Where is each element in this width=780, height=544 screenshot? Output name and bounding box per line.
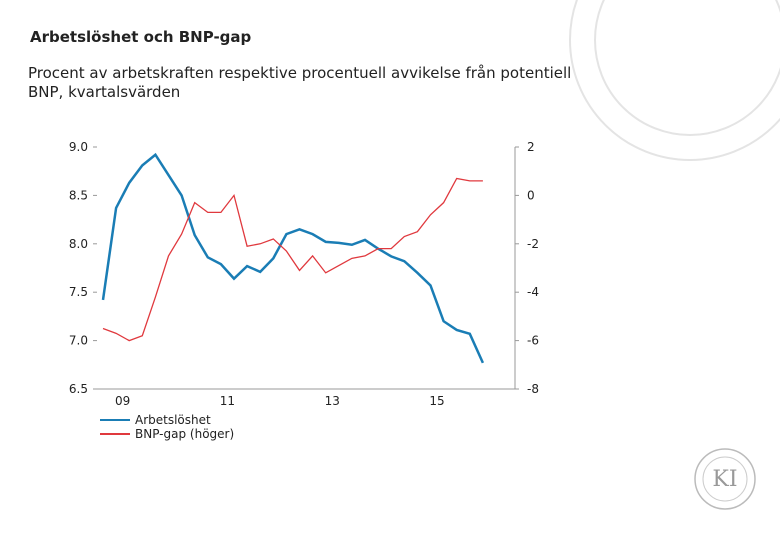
y-tick-label: 9.0 xyxy=(69,140,88,154)
chart-title: Arbetslöshet och BNP-gap xyxy=(30,28,252,46)
chart-subtitle: Procent av arbetskraften respektive proc… xyxy=(28,64,572,101)
y-tick-label: 8.5 xyxy=(69,188,88,202)
y2-tick-label: 0 xyxy=(527,188,535,202)
x-tick-label: 13 xyxy=(325,394,340,408)
x-tick-label: 09 xyxy=(115,394,130,408)
series-line xyxy=(101,152,485,364)
y2-tick-label: -2 xyxy=(527,237,539,251)
series-line xyxy=(102,177,483,342)
logo-text: KI xyxy=(712,467,737,492)
x-tick-label: 15 xyxy=(429,394,444,408)
y-tick-label: 7.5 xyxy=(69,285,88,299)
legend-label: BNP-gap (höger) xyxy=(135,427,234,441)
x-tick-label: 11 xyxy=(220,394,235,408)
y2-tick-label: -8 xyxy=(527,382,539,396)
y-tick-label: 7.0 xyxy=(69,334,88,348)
y-tick-label: 6.5 xyxy=(69,382,88,396)
legend-label: Arbetslöshet xyxy=(135,413,211,427)
logo: KI xyxy=(694,448,756,510)
y-tick-label: 8.0 xyxy=(69,237,88,251)
y2-tick-label: -6 xyxy=(527,334,539,348)
y2-tick-label: 2 xyxy=(527,140,535,154)
y2-tick-label: -4 xyxy=(527,285,539,299)
watermark xyxy=(569,0,780,161)
subtitle-box: Procent av arbetskraften respektive proc… xyxy=(28,64,572,101)
